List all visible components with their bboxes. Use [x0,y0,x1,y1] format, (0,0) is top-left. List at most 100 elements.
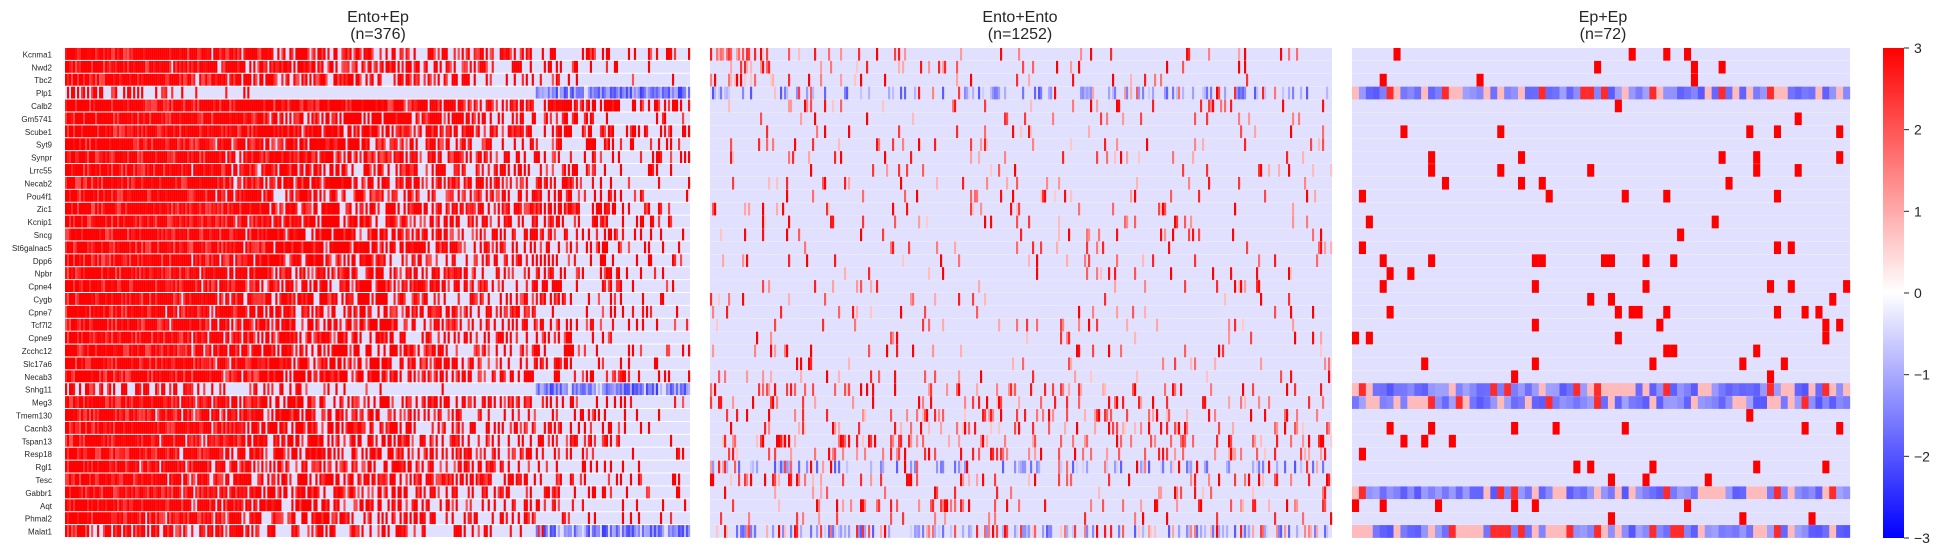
heatmap-cell [183,228,186,241]
heatmap-cell [385,215,388,228]
heatmap-cell [575,318,578,331]
heatmap-cell [473,267,476,280]
heatmap-cell [179,280,182,292]
heatmap-cell [647,60,651,73]
heatmap-cell [257,112,260,125]
heatmap-cell [97,344,100,357]
heatmap-cell [149,267,152,280]
heatmap-cell [499,357,502,370]
heatmap-cell [203,164,206,176]
heatmap-cell [281,318,284,331]
heatmap-cell [479,176,482,189]
heatmap-cell [135,357,138,370]
heatmap-cell [163,176,166,189]
heatmap-cell [259,241,262,254]
heatmap-cell [261,73,264,86]
heatmap-cell [163,215,166,228]
heatmap-cell [387,151,390,164]
heatmap-cell [91,48,94,60]
heatmap-cell [677,241,681,254]
heatmap-cell [601,241,605,254]
heatmap-cell [371,293,374,305]
heatmap-cell [313,202,316,215]
heatmap-cell [185,99,188,112]
heatmap-cells [65,48,691,537]
heatmap-cell [227,112,230,125]
heatmap-cell [609,280,613,292]
heatmap-cell [127,99,130,112]
heatmap-cell [585,241,588,254]
heatmap-cell [331,267,334,280]
heatmap-cell [155,189,158,202]
heatmap-cell [437,305,440,318]
heatmap-cell [85,331,88,344]
heatmap-cell [253,344,256,357]
heatmap-cell [633,125,637,138]
heatmap-cell [139,73,142,86]
heatmap-cell [207,176,210,189]
heatmap-cell [261,241,264,254]
heatmap-cell [291,215,294,228]
heatmap-cell [205,73,208,86]
heatmap-cell [259,254,262,267]
heatmap-cell [147,125,150,138]
heatmap-cell [143,151,146,164]
heatmap-cell [587,125,590,138]
heatmap-cell [325,254,328,267]
heatmap-cell [141,112,144,125]
heatmap-cell [65,48,68,60]
heatmap-cell [171,176,174,189]
heatmap-cell [589,48,592,60]
heatmap-cell [115,73,118,86]
heatmap-cell [315,99,318,112]
heatmap-cell [641,215,645,228]
heatmap-cell [145,202,148,215]
heatmap-cell [83,86,86,99]
heatmap-cell [99,344,102,357]
heatmap-cell [149,318,152,331]
heatmap-cell [275,60,278,73]
heatmap-cell [447,189,450,202]
heatmap-cell [271,267,274,280]
heatmap-cell [281,164,284,176]
heatmap-cell [605,112,609,125]
heatmap-cell [141,73,144,86]
heatmap-cell [515,293,518,305]
heatmap-cell [197,189,200,202]
heatmap-cell [183,48,186,60]
heatmap-cell [299,189,302,202]
heatmap-cell [97,151,100,164]
heatmap-cell [135,318,138,331]
heatmap-cell [301,151,304,164]
heatmap-cell [211,99,214,112]
heatmap-cell [293,228,296,241]
heatmap-cell [393,293,396,305]
heatmap-cell [177,99,180,112]
heatmap-cell [127,112,130,125]
heatmap-cell [471,125,474,138]
heatmap-cell [143,254,146,267]
heatmap-cell [455,267,458,280]
heatmap-cell [345,241,348,254]
heatmap-cell [439,305,442,318]
heatmap-cell [83,267,86,280]
heatmap-cell [149,125,152,138]
heatmap-cell [657,202,661,215]
heatmap-cell [361,60,364,73]
heatmap-cell [105,125,108,138]
heatmap-cell [543,267,546,280]
heatmap-cell [293,112,296,125]
heatmap-cell [607,202,611,215]
heatmap-cell [247,99,250,112]
heatmap-cell [247,138,250,151]
heatmap-cell [369,331,372,344]
heatmap-cell [163,267,166,280]
heatmap-cell [103,344,106,357]
heatmap-cell [289,164,292,176]
heatmap-cell [553,86,556,99]
heatmap-cell [247,357,250,370]
heatmap-cell [463,164,466,176]
heatmap-cell [153,151,156,164]
heatmap-cell [287,344,290,357]
heatmap-cell [459,241,462,254]
